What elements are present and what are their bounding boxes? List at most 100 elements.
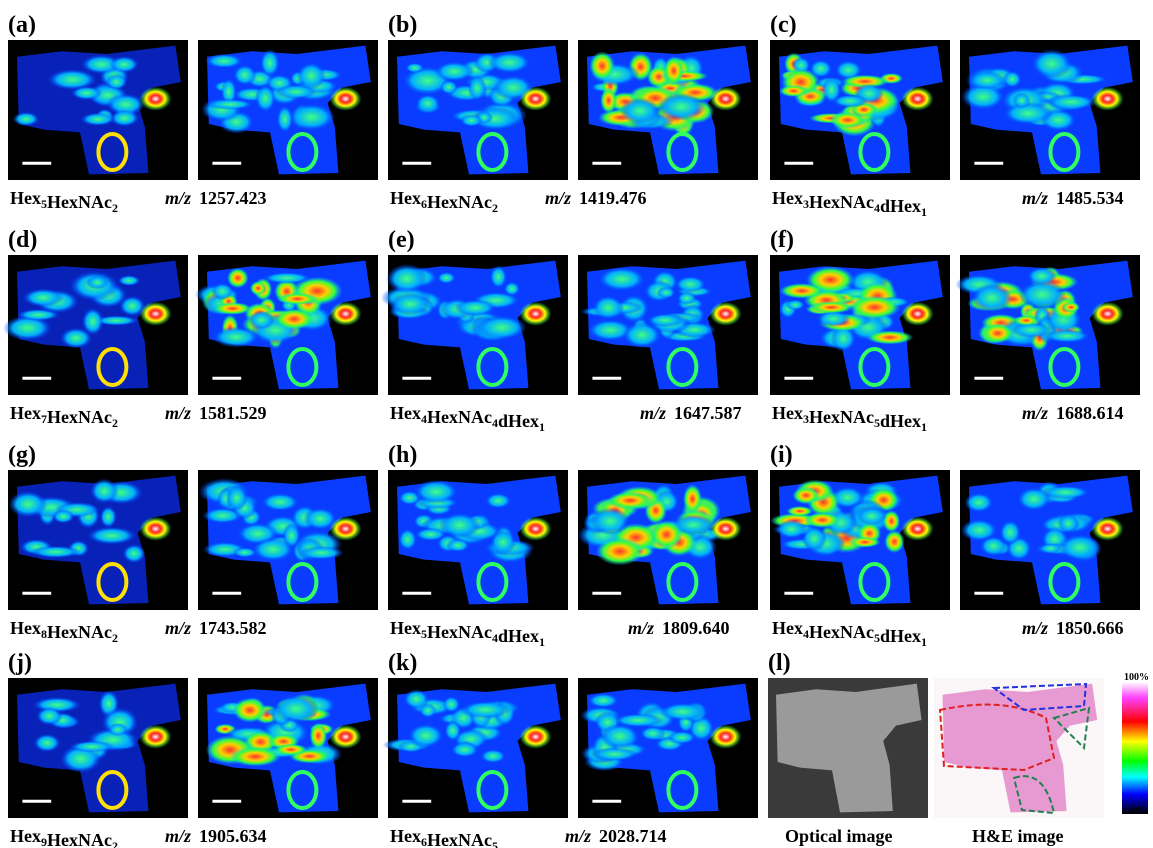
formula-part: HexNAc (809, 407, 874, 427)
formula: Hex7HexNAc2 (10, 403, 118, 430)
signal (591, 747, 638, 761)
formula-subscript: 1 (539, 420, 545, 434)
ms-image (578, 678, 758, 818)
hotspot (330, 302, 362, 326)
signal (110, 56, 139, 73)
formula-subscript: 2 (112, 416, 118, 430)
he-caption: H&E image (972, 826, 1064, 846)
signal (971, 284, 1012, 312)
formula-part: Hex (10, 618, 41, 638)
hotspot (330, 87, 362, 111)
signal (677, 292, 697, 305)
signal (597, 267, 646, 292)
formula-part: Hex (10, 403, 41, 423)
panel-label: (j) (8, 650, 32, 676)
ms-image (388, 40, 568, 180)
signal (444, 720, 461, 741)
signal (809, 59, 832, 78)
signal (477, 315, 527, 340)
hotspot (520, 87, 552, 111)
hotspot (710, 87, 742, 111)
signal (785, 299, 805, 310)
ms-image (577, 470, 758, 610)
signal (1014, 316, 1038, 326)
mz-label: m/z (565, 826, 591, 846)
mz-value: 1581.529 (199, 403, 267, 423)
signal (647, 313, 684, 327)
ms-image (770, 470, 950, 610)
signal (233, 64, 257, 85)
signal (408, 723, 445, 748)
ms-image (383, 678, 568, 818)
signal (262, 272, 312, 284)
signal (779, 85, 809, 97)
signal (403, 689, 429, 709)
formula-part: Hex (772, 188, 803, 208)
signal (248, 311, 274, 330)
signal (849, 296, 900, 319)
hotspot (330, 725, 362, 749)
ms-image (770, 255, 950, 395)
ms-image (578, 40, 758, 180)
signal (274, 744, 307, 756)
mz-label: m/z (545, 188, 571, 208)
signal (405, 63, 424, 73)
formula-part: Hex (390, 618, 421, 638)
signal (964, 492, 993, 512)
mz-label: m/z (640, 403, 666, 423)
signal (490, 530, 517, 555)
mz-value: 1485.534 (1056, 188, 1124, 208)
signal (587, 693, 619, 708)
signal (205, 54, 243, 69)
formula-part: Hex (390, 188, 421, 208)
signal (810, 301, 853, 313)
formula-part: HexNAc (809, 192, 874, 212)
signal (118, 275, 141, 286)
signal (80, 113, 115, 126)
signal (589, 51, 614, 80)
signal (299, 546, 344, 560)
signal (446, 539, 470, 552)
hotspot (520, 302, 552, 326)
formula-part: dHex (498, 411, 539, 431)
hotspot (140, 517, 172, 541)
signal (1058, 514, 1080, 532)
signal (86, 276, 108, 290)
signal (657, 93, 706, 120)
signal (33, 734, 60, 752)
ms-image (8, 40, 188, 180)
signal (414, 480, 459, 504)
signal (273, 695, 319, 724)
signal (71, 86, 102, 100)
signal (123, 544, 146, 563)
signal (297, 62, 326, 90)
mz-value: 1905.634 (199, 826, 267, 846)
signal (52, 509, 74, 523)
colorbar-min: 0% (1130, 806, 1145, 817)
signal (659, 703, 706, 721)
signal (233, 698, 267, 723)
panel-label: (e) (388, 227, 415, 253)
mz-label: m/z (628, 618, 654, 638)
signal (288, 103, 336, 131)
signal (490, 265, 507, 288)
signal (310, 723, 328, 750)
hotspot (710, 725, 742, 749)
formula-part: dHex (880, 411, 921, 431)
formula-part: dHex (880, 626, 921, 646)
signal (250, 281, 266, 295)
formula-part: dHex (498, 626, 539, 646)
signal (434, 61, 474, 81)
signal (398, 528, 417, 550)
signal (1027, 267, 1057, 286)
ms-image (956, 255, 1140, 395)
formula-subscript: 2 (112, 201, 118, 215)
ms-image (381, 255, 568, 395)
signal (884, 530, 904, 553)
signal (849, 537, 880, 548)
formula-subscript: 1 (539, 635, 545, 649)
ms-image (578, 255, 758, 395)
hotspot (902, 517, 934, 541)
formula: Hex8HexNAc2 (10, 618, 118, 645)
signal (488, 52, 531, 74)
